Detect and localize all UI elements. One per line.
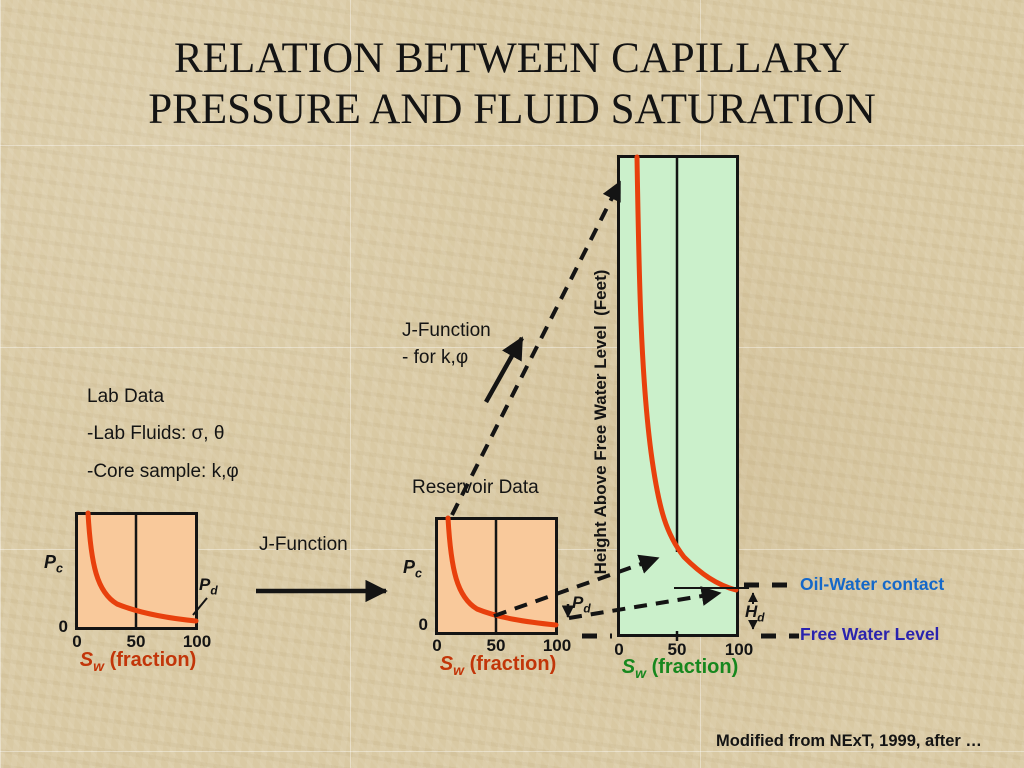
- reservoir-pd-label: Pd: [572, 593, 591, 615]
- sw-sub: w: [453, 662, 465, 678]
- lab-x-tick-100: 100: [182, 632, 212, 651]
- height-x-tick-0: 0: [614, 640, 624, 659]
- source-credit: Modified from NExT, 1999, after …: [716, 732, 982, 750]
- lab-x-tick-50: 50: [126, 632, 146, 651]
- pd-sub: d: [210, 583, 218, 598]
- height-x-tick-100: 100: [724, 640, 754, 659]
- pc-sub: c: [415, 566, 423, 581]
- sw-sub: w: [93, 658, 105, 674]
- reservoir-x-tick-0: 0: [432, 636, 442, 655]
- oil-water-contact-label: Oil-Water contact: [800, 574, 945, 594]
- hd-sub: d: [757, 610, 765, 625]
- lab-sw-axis-label: Sw (fraction): [80, 649, 196, 674]
- reservoir-x-tick-100: 100: [542, 636, 572, 655]
- pc-sub: c: [56, 561, 64, 576]
- reservoir-pc-axis-label: Pc: [403, 557, 422, 581]
- pc-base: P: [403, 557, 416, 577]
- j-function-kphi-line2: - for k,φ: [402, 347, 469, 368]
- height-x-tick-50: 50: [667, 640, 687, 659]
- lab-fluids-note: -Lab Fluids: σ, θ: [87, 423, 225, 444]
- pc-base: P: [44, 552, 57, 572]
- reservoir-x-tick-50: 50: [486, 636, 506, 655]
- lab-pd-label: Pd: [199, 575, 218, 597]
- free-water-level-label: Free Water Level: [800, 624, 940, 644]
- core-sample-note: -Core sample: k,φ: [87, 461, 239, 482]
- pd-sub: d: [583, 601, 591, 616]
- reservoir-origin-zero: 0: [418, 615, 428, 634]
- lab-x-tick-0: 0: [72, 632, 82, 651]
- slide-title-line2: PRESSURE AND FLUID SATURATION: [148, 85, 876, 133]
- reservoir-pc-chart-plot-area: [435, 517, 558, 635]
- j-function-arrow-label: J-Function: [259, 534, 348, 555]
- slide-title-line1: RELATION BETWEEN CAPILLARY: [174, 35, 850, 82]
- sw-rest: (fraction): [104, 649, 197, 671]
- height-y-axis-label: Height Above Free Water Level (Feet): [591, 269, 610, 575]
- lab-origin-zero: 0: [58, 617, 68, 636]
- lab-data-heading: Lab Data: [87, 386, 165, 407]
- hd-base: H: [745, 602, 758, 621]
- reservoir-sw-axis-label: Sw (fraction): [440, 653, 556, 678]
- lab-pc-axis-label: Pc: [44, 552, 63, 576]
- sw-rest: (fraction): [646, 656, 739, 678]
- sw-base: S: [621, 656, 636, 678]
- pd-base: P: [199, 575, 211, 594]
- pd-base: P: [572, 593, 584, 612]
- hd-interval-label: Hd: [745, 602, 765, 624]
- height-chart-plot-area: [617, 155, 739, 637]
- slide-title: RELATION BETWEEN CAPILLARY PRESSURE AND …: [0, 34, 1024, 135]
- sw-base: S: [79, 649, 94, 671]
- sw-rest: (fraction): [464, 653, 557, 675]
- j-function-kphi-line1: J-Function: [402, 320, 491, 341]
- lab-pc-chart-plot-area: [75, 512, 198, 630]
- sw-sub: w: [635, 665, 647, 681]
- height-sw-axis-label: Sw (fraction): [622, 656, 738, 681]
- reservoir-data-label: Reservoir Data: [412, 477, 539, 498]
- sw-base: S: [439, 653, 454, 675]
